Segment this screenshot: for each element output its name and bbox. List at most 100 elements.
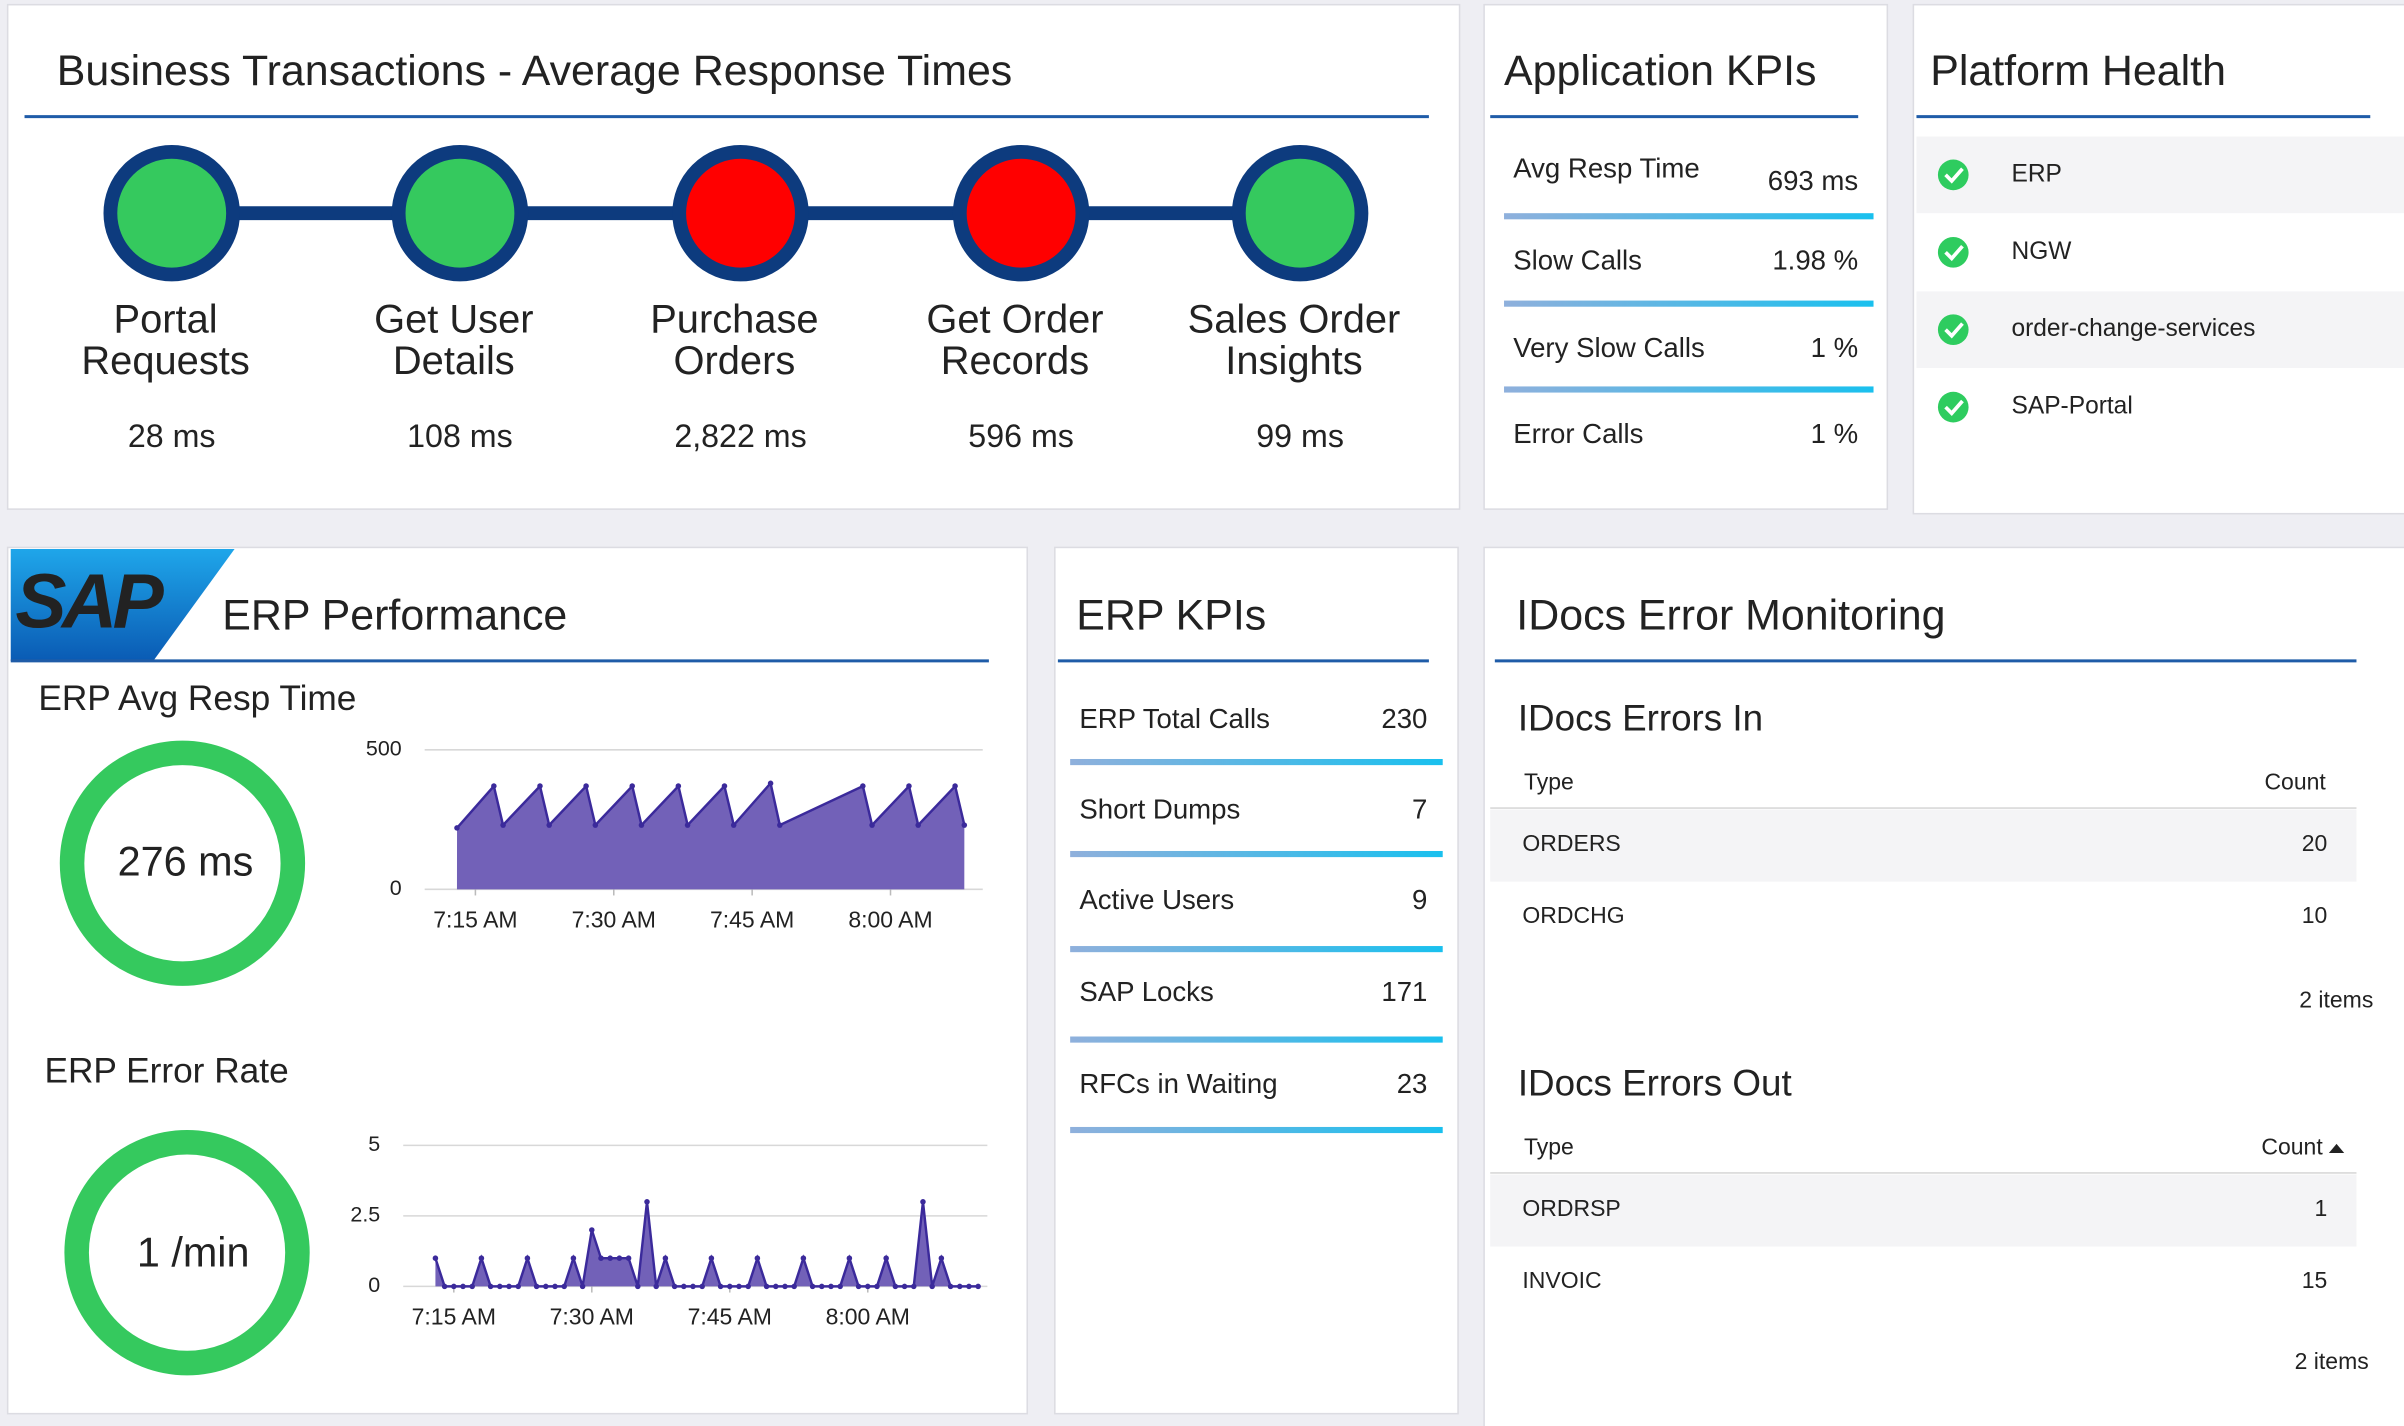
table-title: IDocs Errors Out [1518, 1062, 1792, 1103]
point [947, 1283, 954, 1290]
status-node [391, 144, 529, 282]
y-tick-label: 500 [366, 736, 402, 760]
check-mark [1944, 322, 1964, 339]
point [515, 1283, 521, 1290]
y-tick-label: 2.5 [350, 1203, 380, 1227]
sort-icon [2328, 1143, 2345, 1154]
point [754, 1255, 761, 1261]
point [828, 1283, 834, 1290]
kpi-value: 1 % [1811, 332, 1859, 363]
point [681, 1283, 687, 1290]
panel-title: ERP KPIs [1076, 591, 1266, 639]
kpi-value: 7 [1412, 793, 1427, 824]
point [500, 822, 506, 828]
point [635, 1283, 641, 1290]
point [892, 1283, 899, 1290]
kpi-bar [1070, 1126, 1443, 1134]
status-node [103, 144, 240, 282]
point [727, 1283, 733, 1290]
check-icon [1937, 391, 1969, 423]
point [763, 1283, 770, 1290]
point [777, 822, 783, 828]
point [906, 783, 912, 789]
node-value: 28 ms [128, 418, 216, 454]
x-tick-label: 7:15 AM [412, 1304, 496, 1330]
status-node [952, 144, 1090, 282]
x-tick-label: 8:00 AM [826, 1304, 910, 1330]
section-title: ERP Error Rate [44, 1052, 288, 1091]
node-value: 2,822 ms [674, 418, 806, 454]
point [552, 1283, 558, 1290]
kpi-value: 1.98 % [1772, 245, 1858, 276]
panel [1054, 546, 1459, 1415]
node-label: Sales Order [1188, 298, 1401, 342]
area-fill [456, 783, 965, 890]
check-icon [1937, 314, 1969, 346]
point [607, 1255, 613, 1261]
point [629, 783, 635, 789]
point [865, 1283, 871, 1290]
point [736, 1283, 742, 1290]
sap-logo [10, 548, 235, 661]
kpi-bar [1504, 213, 1874, 220]
column-header: Count [2261, 1133, 2323, 1159]
point [524, 1255, 531, 1261]
cell: ORDERS [1522, 830, 1620, 856]
panel-title: Business Transactions - Average Response… [57, 47, 1013, 95]
point [809, 1283, 816, 1290]
kpi-label: Active Users [1079, 884, 1234, 915]
sap-logo-text: SAP [15, 559, 164, 644]
kpi-bar [1504, 386, 1874, 393]
row-bg [1916, 136, 2404, 214]
x-tick-label: 8:00 AM [848, 907, 932, 933]
point [699, 1283, 705, 1290]
point [846, 1255, 853, 1261]
cell: 10 [2302, 902, 2328, 928]
kpi-label: RFCs in Waiting [1079, 1068, 1277, 1099]
panel-title: ERP Performance [222, 591, 567, 639]
point [662, 1255, 669, 1261]
column-header: Count [2264, 769, 2326, 795]
point [589, 1227, 595, 1233]
point [671, 1283, 678, 1290]
node-label: Portal [114, 298, 218, 342]
node-value: 108 ms [407, 418, 513, 454]
point [915, 822, 921, 828]
point [708, 1255, 715, 1261]
point [675, 783, 682, 789]
node-label: Orders [673, 339, 795, 383]
point [625, 1255, 632, 1261]
point [570, 1255, 577, 1261]
row-bg [1490, 809, 2357, 882]
point [730, 822, 737, 828]
y-tick-label: 0 [368, 1273, 380, 1297]
point [920, 1199, 926, 1205]
node-label: Records [941, 339, 1089, 383]
point [478, 1255, 485, 1261]
point [883, 1255, 889, 1261]
point [644, 1199, 650, 1205]
point [767, 780, 774, 787]
kpi-label: Error Calls [1513, 418, 1643, 449]
point [533, 1283, 540, 1290]
kpi-bar [1070, 850, 1443, 858]
point [579, 1283, 586, 1290]
point [684, 822, 691, 828]
point [537, 783, 543, 789]
cell: ORDRSP [1522, 1195, 1620, 1221]
point [460, 1283, 466, 1290]
health-item: order-change-services [2012, 315, 2256, 342]
point [451, 1283, 457, 1290]
panel-title: IDocs Error Monitoring [1516, 591, 1945, 639]
point [616, 1255, 623, 1261]
y-tick-label: 5 [368, 1132, 380, 1156]
column-header: Type [1524, 1133, 1574, 1159]
cell: ORDCHG [1522, 902, 1624, 928]
point [583, 783, 589, 789]
point [592, 822, 599, 828]
point [491, 783, 497, 789]
panel-title: Platform Health [1930, 47, 2226, 95]
point [929, 1283, 935, 1290]
kpi-value: 1 % [1811, 418, 1859, 449]
